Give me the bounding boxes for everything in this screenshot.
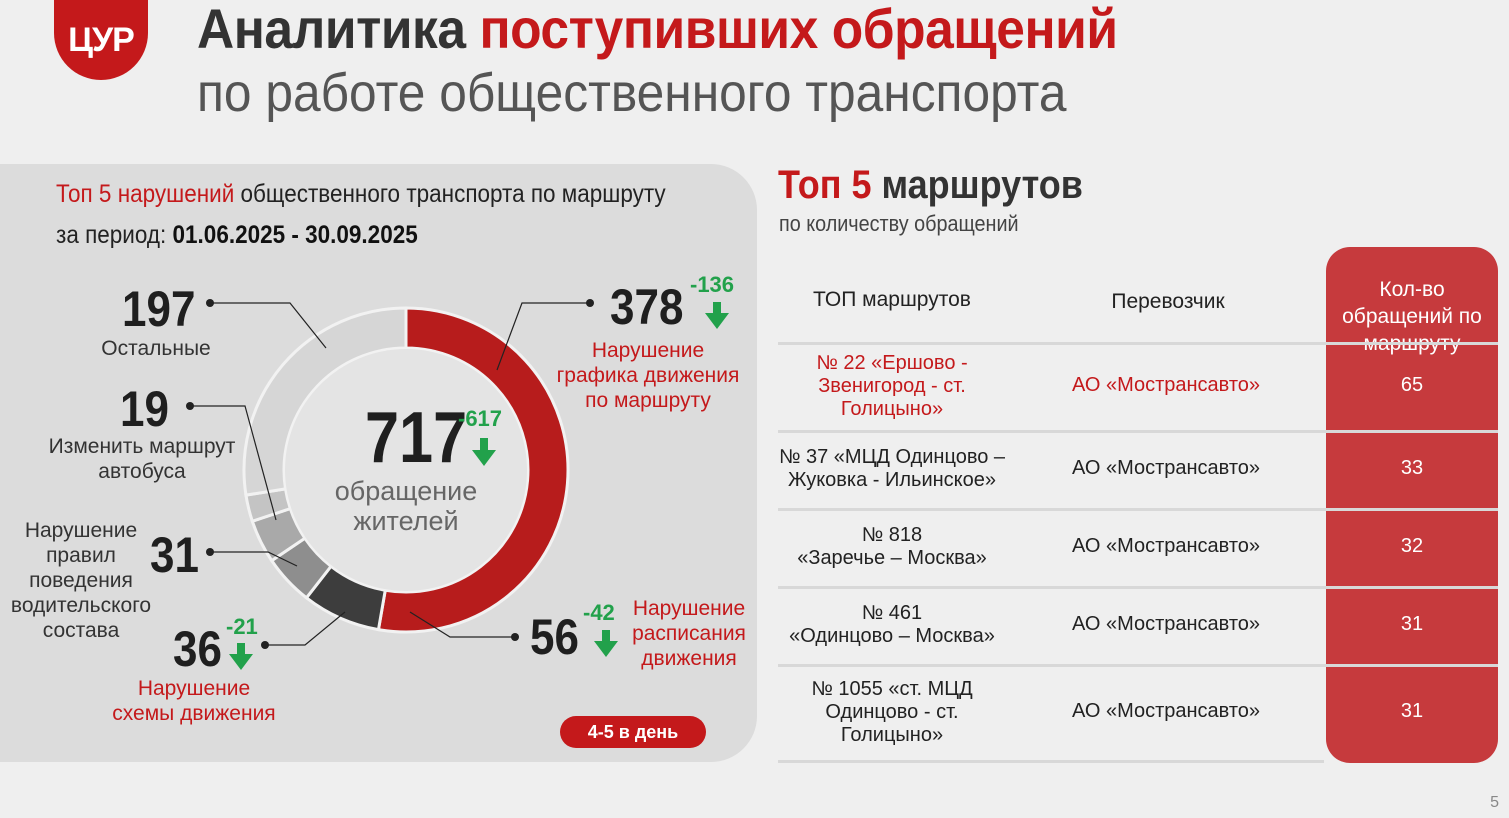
route-name-line: № 22 «Ершово - [816, 351, 968, 374]
driver-violation-label: Нарушение правил поведения водительского… [10, 519, 152, 642]
row-divider [778, 664, 1498, 667]
cur-logo: ЦУР [54, 0, 148, 80]
total-delta: -617 [458, 406, 503, 431]
route-name-line: Голицыно» [840, 723, 944, 746]
graph-violation-value: 378 [610, 279, 684, 335]
row-divider [778, 760, 1324, 763]
reroute-label: Изменить маршрут автобуса [48, 435, 236, 483]
total-value: 717 [365, 398, 468, 478]
leader-line-scheme [265, 611, 346, 646]
graph-violation-label: Нарушение графика движения по маршруту [556, 339, 740, 412]
scheme-violation-label: Нарушение схемы движения [112, 677, 276, 725]
down-arrow-icon [705, 302, 729, 329]
complaint-count: 31 [1400, 613, 1424, 635]
scheme-violation-value: 36 [173, 621, 222, 677]
route-name: № 818 «Заречье – Москва» [778, 524, 1006, 570]
row-divider [778, 430, 1498, 433]
header-carrier: Перевозчик [1111, 290, 1225, 313]
other-value: 197 [122, 281, 196, 337]
count-column [1326, 247, 1498, 763]
complaint-count: 31 [1400, 700, 1424, 722]
route-name: № 461 «Одинцово – Москва» [778, 602, 1006, 648]
leader-dot [206, 299, 214, 307]
route-name-line: № 37 «МЦД Одинцово – [778, 446, 1006, 468]
route-name-line: № 461 [861, 602, 923, 624]
driver-violation-value: 31 [150, 527, 199, 583]
leader-dot [186, 402, 194, 410]
top-routes-subtitle: по количеству обращений [779, 211, 1019, 236]
complaint-count: 33 [1400, 457, 1424, 479]
header-count: Кол-во обращений по маршруту [1342, 278, 1482, 355]
leader-line-other [210, 302, 327, 349]
leader-dot [586, 299, 594, 307]
carrier-name: АО «Мострансавто» [1071, 700, 1261, 722]
carrier-name: АО «Мострансавто» [1071, 374, 1261, 396]
route-name: № 37 «МЦД Одинцово – Жуковка - Ильинское» [778, 446, 1006, 492]
route-name-line: «Одинцово – Москва» [789, 625, 995, 647]
top-routes-title: Топ 5 маршрутов [778, 163, 1083, 207]
donut-slice-other [242, 306, 408, 497]
scheme-violation-delta: -21 [226, 614, 258, 639]
donut-chart [186, 299, 594, 649]
row-divider [778, 342, 1498, 345]
row-divider [778, 508, 1498, 511]
route-name-line: Звенигород - ст. [818, 374, 966, 397]
leader-line-graph [496, 302, 590, 371]
page-title: Аналитика поступивших обращений [197, 0, 1118, 60]
carrier-name: АО «Мострансавто» [1071, 613, 1261, 635]
carrier-name: АО «Мострансавто» [1071, 457, 1261, 479]
route-name-line: Одинцово - ст. [825, 700, 959, 723]
route-name-line: № 818 [861, 524, 923, 546]
complaint-count: 32 [1400, 535, 1424, 557]
carrier-name: АО «Мострансавто» [1071, 535, 1261, 557]
leader-dot [261, 641, 269, 649]
other-label: Остальные [101, 337, 211, 360]
leader-line-schedule [409, 611, 515, 638]
route-name-line: Голицыно» [840, 397, 944, 420]
leader-line-reroute [190, 405, 277, 521]
donut-hole [285, 349, 527, 591]
reroute-value: 19 [120, 381, 169, 437]
violations-panel-title: Топ 5 нарушений общественного транспорта… [56, 180, 666, 208]
period: за период: 01.06.2025 - 30.09.2025 [56, 221, 418, 249]
page-subtitle: по работе общественного транспорта [197, 63, 1067, 123]
complaint-count: 65 [1400, 374, 1424, 396]
header-routes: ТОП маршрутов [813, 288, 971, 311]
route-name-line: Жуковка - Ильинское» [787, 469, 997, 491]
schedule-violation-label: Нарушение расписания движения [632, 597, 746, 670]
row-divider [778, 586, 1498, 589]
down-arrow-icon [229, 643, 253, 670]
schedule-violation-value: 56 [530, 609, 579, 665]
donut-slice-graph [376, 306, 570, 634]
page-number: 5 [1490, 794, 1499, 811]
total-label: обращение жителей [334, 476, 478, 536]
leader-line-driver [210, 551, 298, 567]
route-name-line: № 1055 «ст. МЦД [811, 677, 973, 700]
graph-violation-delta: -136 [690, 272, 735, 297]
leader-dot [511, 633, 519, 641]
down-arrow-icon [472, 438, 496, 466]
route-name: № 1055 «ст. МЦД Одинцово - ст. Голицыно» [778, 678, 1006, 747]
per-day-badge: 4-5 в день [560, 716, 706, 748]
route-name: № 22 «Ершово - Звенигород - ст. Голицыно» [778, 352, 1006, 421]
down-arrow-icon [594, 630, 618, 657]
route-name-line: «Заречье – Москва» [797, 547, 987, 569]
leader-dot [206, 548, 214, 556]
schedule-violation-delta: -42 [583, 600, 615, 625]
